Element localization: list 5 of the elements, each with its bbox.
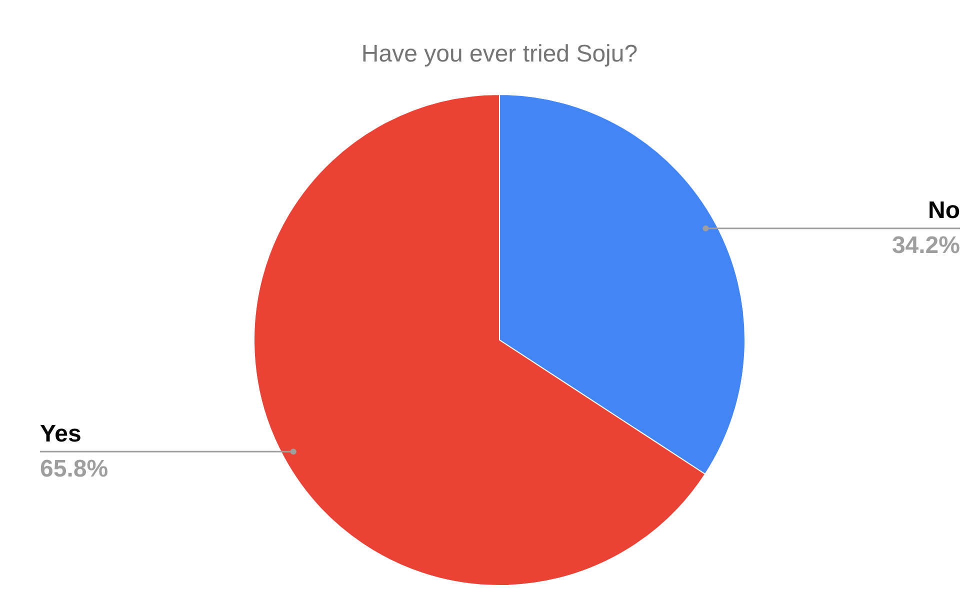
data-label: 65.8%	[40, 455, 108, 482]
slice-label: Yes	[40, 420, 82, 448]
data-label: 34.2%	[892, 232, 960, 259]
slice-label: No	[928, 196, 960, 224]
chart-title: Have you ever tried Soju?	[361, 40, 638, 68]
